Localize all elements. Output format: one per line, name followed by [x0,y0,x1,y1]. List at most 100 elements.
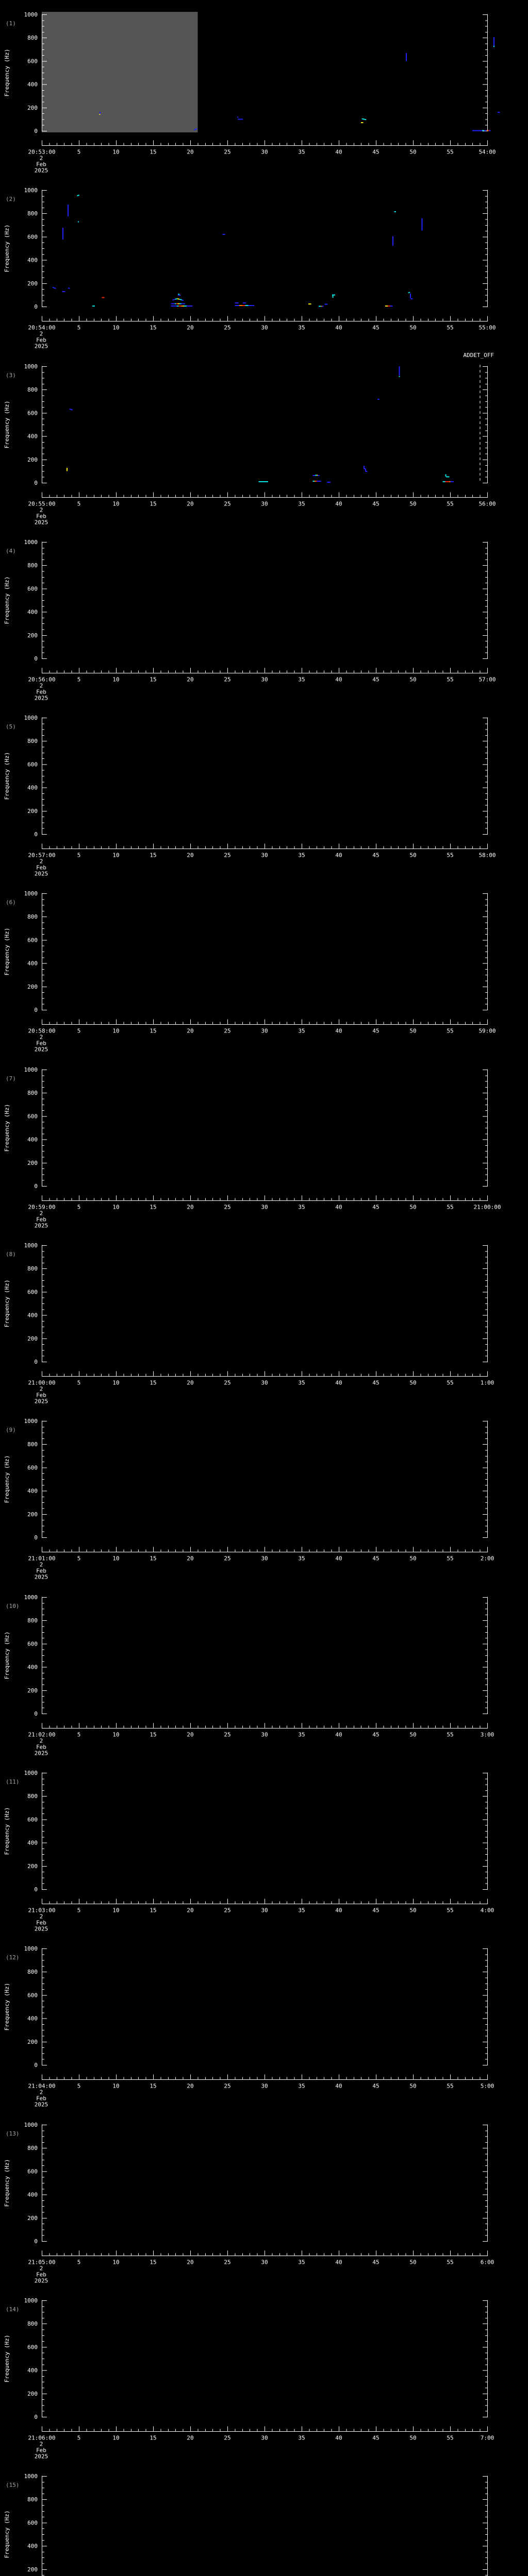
x-tick-label: 35 [298,1732,305,1738]
panel-index-label: (8) [6,1251,16,1258]
x-tick-label: 25 [224,852,230,859]
x-tick-label: 55 [447,1555,453,1562]
x-tick-label: 15 [150,2435,156,2442]
x-end-time-label: 21:00:00 [474,1204,501,1211]
detection-point [178,294,179,295]
date-line: 2025 [35,2453,48,2460]
detection-segment [408,292,410,294]
x-tick-label: 55 [447,1028,453,1035]
x-tick-label: 5 [77,501,81,507]
y-tick-label: 200 [27,2039,38,2045]
x-tick-label: 20 [187,2259,193,2266]
y-tick-label: 200 [27,984,38,990]
y-tick-label: 0 [34,480,38,486]
y-tick-label: 0 [34,1886,38,1893]
y-tick-label: 1000 [24,363,38,370]
x-start-time-label: 20:53:00 [28,149,56,156]
x-tick-label: 40 [335,852,342,859]
y-tick-label: 0 [34,2062,38,2069]
y-tick-label: 800 [27,1090,38,1096]
y-axes [42,541,488,659]
x-tick-label: 35 [298,2083,305,2090]
date-line: 2025 [35,871,48,877]
x-tick-label: 10 [112,1555,119,1562]
x-tick-label: 10 [112,1380,119,1386]
x-tick-label: 15 [150,1732,156,1738]
x-tick-label: 35 [298,1380,305,1386]
detection-point [399,376,400,378]
x-tick-label: 45 [372,2259,379,2266]
date-line: 2025 [35,1223,48,1229]
y-tick-label: 400 [27,1312,38,1319]
y-tick-label: 200 [27,1863,38,1870]
x-tick-label: 35 [298,1204,305,1211]
y-tick-label: 0 [34,2238,38,2245]
x-tick-label: 5 [77,1204,81,1211]
x-tick-label: 45 [372,2435,379,2442]
x-tick-label: 50 [409,2435,416,2442]
date-line: 2 [40,683,43,689]
detection-segment [69,408,73,411]
y-tick-label: 200 [27,456,38,463]
x-tick-label: 15 [150,1907,156,1914]
panel-index-label: (7) [6,1075,16,1082]
date-line: Feb [36,2095,46,2102]
x-tick-label: 5 [77,325,81,331]
x-tick-label: 40 [335,1380,342,1386]
x-tick-label: 50 [409,676,416,683]
date-line: 2025 [35,1046,48,1053]
date-line: Feb [36,1392,46,1399]
x-tick-label: 15 [150,676,156,683]
x-end-time-label: 1:00 [481,1380,494,1386]
y-axes [42,1772,488,1890]
y-tick-label: 600 [27,410,38,416]
y-axes [42,1597,488,1714]
x-tick-label: 20 [187,501,193,507]
nodata-region [42,12,198,132]
x-tick-label: 25 [224,1204,230,1211]
date-line: Feb [36,689,46,696]
x-tick-label: 45 [372,676,379,683]
y-axes [42,2476,488,2576]
y-tick-label: 600 [27,761,38,768]
x-tick-label: 10 [112,501,119,507]
x-tick-label: 35 [298,2435,305,2442]
x-tick-label: 10 [112,325,119,331]
spectrogram-panel-15: 0200400600800100021:07:00510152025303540… [4,2473,488,2576]
x-tick-label: 20 [187,1380,193,1386]
x-start-time-label: 21:00:00 [28,1380,56,1386]
y-tick-label: 400 [27,2543,38,2550]
x-tick-label: 55 [447,2259,453,2266]
y-tick-label: 200 [27,1160,38,1166]
x-tick-label: 50 [409,1380,416,1386]
x-axis [42,2426,488,2432]
x-tick-label: 25 [224,1380,230,1386]
x-tick-label: 35 [298,852,305,859]
y-axis-title: Frequency (Hz) [4,1807,10,1855]
x-axis [42,1195,488,1201]
x-start-time-label: 20:57:00 [28,852,56,859]
y-tick-label: 600 [27,2344,38,2350]
date-line: Feb [36,1920,46,1926]
y-tick-label: 600 [27,233,38,240]
x-tick-label: 55 [447,1732,453,1738]
x-tick-label: 40 [335,2083,342,2090]
y-axes [42,717,488,835]
x-tick-label: 15 [150,1380,156,1386]
x-tick-label: 20 [187,676,193,683]
y-tick-label: 400 [27,609,38,616]
x-tick-label: 40 [335,325,342,331]
x-tick-label: 25 [224,2435,230,2442]
y-tick-label: 200 [27,280,38,287]
date-line: 2025 [35,2102,48,2108]
y-axis-title: Frequency (Hz) [4,1983,10,2031]
date-line: 2025 [35,1750,48,1757]
panel-index-label: (13) [6,2130,20,2137]
x-axis [42,316,488,321]
x-tick-label: 15 [150,501,156,507]
x-tick-label: 30 [261,1380,268,1386]
date-line: Feb [36,513,46,520]
y-tick-label: 600 [27,1464,38,1471]
panel-index-label: (2) [6,196,16,202]
